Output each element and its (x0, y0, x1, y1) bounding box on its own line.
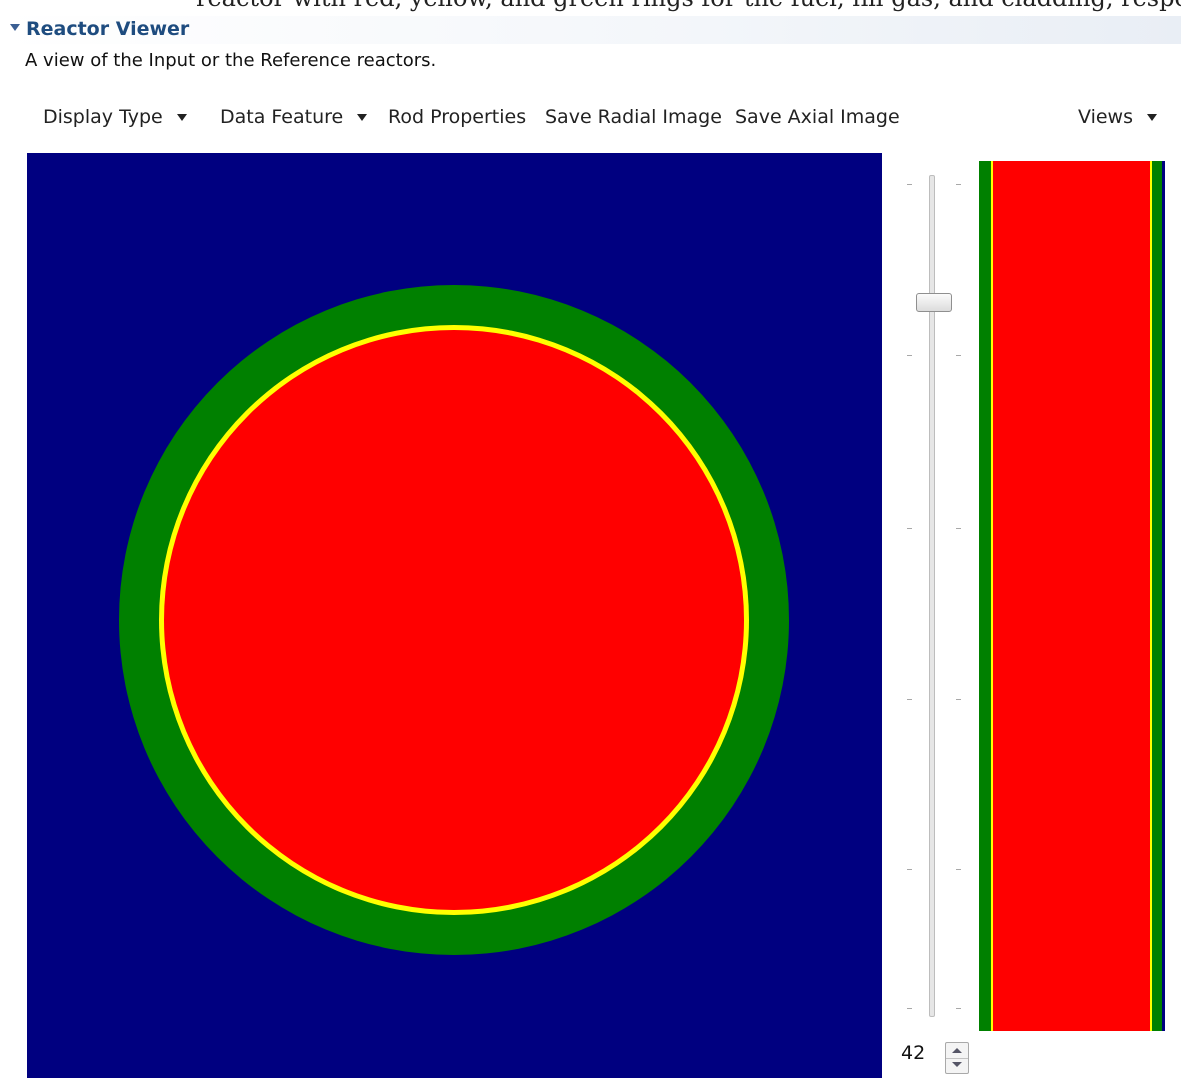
slider-tick (956, 869, 961, 870)
slider-tick (956, 355, 961, 356)
axial-level-value: 42 (901, 1042, 926, 1064)
dropdown-arrow-icon (176, 114, 187, 121)
document-caption-fragment: reactor with red, yellow, and green ring… (0, 0, 1181, 18)
slider-track (929, 175, 935, 1017)
slider-tick (907, 355, 912, 356)
save-radial-image-button[interactable]: Save Radial Image (545, 106, 722, 128)
slider-tick (956, 184, 961, 185)
axial-cladding-right (1152, 161, 1162, 1031)
axial-view[interactable] (979, 161, 1165, 1031)
views-label: Views (1078, 106, 1133, 128)
display-type-menu[interactable]: Display Type (43, 106, 187, 128)
section-header[interactable]: Reactor Viewer (0, 16, 1181, 44)
axial-fill-gas-right (1150, 161, 1152, 1031)
dropdown-arrow-icon (357, 114, 368, 121)
dropdown-arrow-icon (1147, 114, 1157, 121)
axial-fill-gas-left (991, 161, 993, 1031)
slider-tick (907, 699, 912, 700)
section-description: A view of the Input or the Reference rea… (25, 50, 437, 71)
slider-tick (956, 1008, 961, 1009)
slider-tick (907, 1008, 912, 1009)
radial-view[interactable] (27, 153, 882, 1078)
fuel-region (164, 330, 744, 910)
data-feature-menu[interactable]: Data Feature (220, 106, 368, 128)
data-feature-label: Data Feature (220, 106, 344, 128)
save-axial-image-button[interactable]: Save Axial Image (735, 106, 900, 128)
display-type-label: Display Type (43, 106, 163, 128)
slider-tick (907, 869, 912, 870)
slider-tick (907, 184, 912, 185)
viewer-toolbar: Display Type Data Feature Rod Properties… (0, 104, 1181, 134)
slider-thumb[interactable] (916, 292, 952, 312)
views-menu[interactable]: Views (1078, 106, 1157, 128)
section-title: Reactor Viewer (26, 18, 190, 40)
axial-fuel-region (993, 161, 1150, 1031)
collapse-arrow-icon[interactable] (10, 24, 20, 31)
slider-tick (956, 528, 961, 529)
rod-properties-button[interactable]: Rod Properties (388, 106, 527, 128)
axial-cladding-left (979, 161, 991, 1031)
axial-coolant-edge (1162, 161, 1165, 1031)
slider-tick (907, 528, 912, 529)
axial-level-slider[interactable] (898, 172, 968, 1022)
slider-tick (956, 699, 961, 700)
spinner-up-icon[interactable] (946, 1043, 968, 1059)
axial-level-spinner[interactable] (945, 1042, 969, 1074)
spinner-down-icon[interactable] (946, 1058, 968, 1073)
